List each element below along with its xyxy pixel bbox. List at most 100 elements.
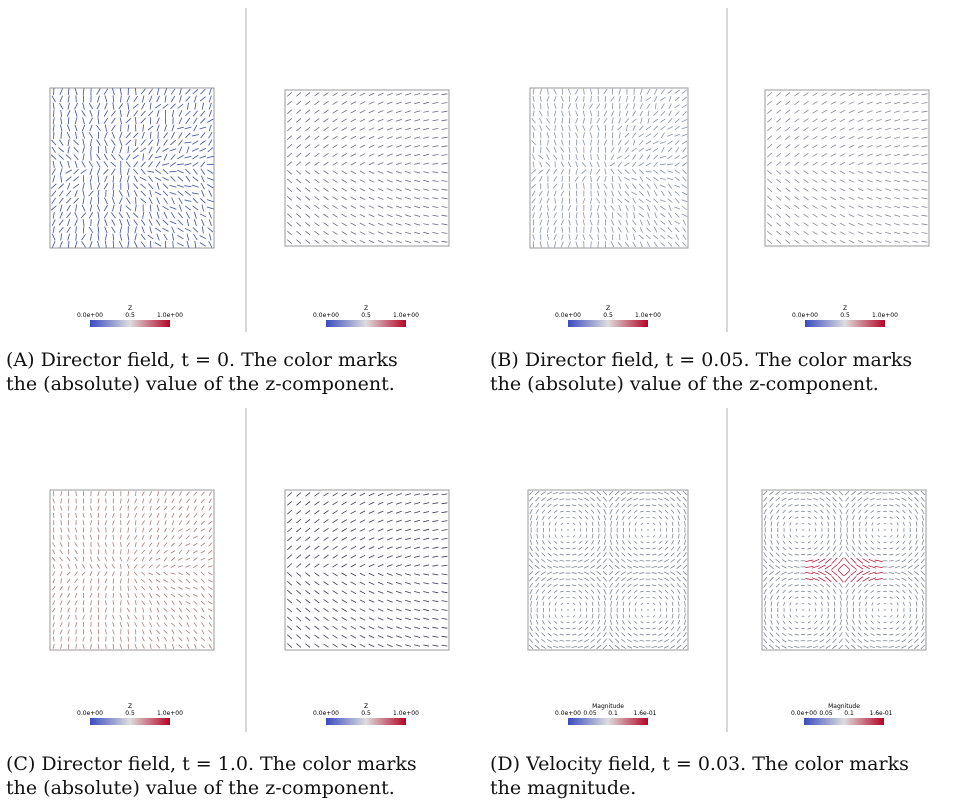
vector-glyph: [839, 508, 843, 515]
vector-glyph: [628, 620, 631, 625]
vector-glyph: [539, 212, 543, 219]
vector-glyph: [82, 607, 85, 613]
vector-glyph: [414, 511, 421, 514]
vector-glyph: [814, 534, 817, 538]
vector-glyph: [359, 608, 366, 612]
vector-glyph: [869, 497, 875, 501]
vector-glyph: [112, 549, 115, 555]
vector-glyph: [652, 547, 657, 550]
vector-glyph: [332, 554, 338, 559]
vector-glyph: [126, 542, 130, 547]
vector-glyph: [781, 497, 787, 501]
vector-glyph: [839, 594, 843, 601]
vector-glyph: [912, 136, 919, 139]
vector-glyph: [624, 118, 630, 124]
vector-glyph: [59, 542, 63, 547]
vector-glyph: [590, 558, 595, 563]
vector-glyph: [67, 240, 70, 248]
vector-glyph: [603, 514, 607, 521]
vector-glyph: [441, 600, 448, 602]
vector-glyph: [536, 533, 539, 539]
vector-glyph: [126, 153, 131, 161]
vector-glyph: [575, 125, 578, 131]
vector-glyph: [296, 109, 302, 114]
vector-glyph: [59, 563, 63, 569]
vector-glyph: [414, 179, 421, 183]
vector-glyph: [833, 613, 836, 619]
vector-glyph: [803, 187, 809, 192]
vector-glyph: [763, 638, 768, 644]
vector-glyph: [200, 550, 206, 554]
vector-glyph: [287, 196, 293, 201]
vector-glyph: [386, 626, 393, 630]
vector-glyph: [902, 614, 905, 619]
vector-glyph: [794, 639, 800, 642]
vector-glyph: [414, 205, 421, 209]
vector-glyph: [795, 614, 798, 618]
vector-glyph: [683, 508, 687, 515]
vector-glyph: [813, 497, 819, 501]
vector-glyph: [767, 118, 773, 123]
vector-glyph: [359, 135, 366, 140]
vector-glyph: [386, 240, 393, 244]
vector-glyph: [813, 639, 819, 643]
vector-glyph: [208, 549, 213, 554]
vector-glyph: [120, 204, 122, 212]
vector-glyph: [350, 545, 357, 550]
vector-glyph: [323, 501, 329, 506]
vector-glyph: [404, 205, 412, 209]
vector-glyph: [677, 539, 681, 545]
vector-glyph: [611, 139, 614, 146]
vector-glyph: [921, 102, 928, 104]
vector-glyph: [194, 643, 197, 649]
vector-glyph: [890, 522, 893, 526]
vector-glyph: [120, 95, 122, 103]
vector-glyph: [603, 183, 608, 189]
vector-glyph: [851, 644, 856, 649]
vector-glyph: [140, 190, 146, 197]
vector-glyph: [763, 496, 768, 502]
vector-glyph: [807, 504, 812, 507]
vector-glyph: [603, 234, 607, 240]
vector-glyph: [323, 527, 329, 533]
vector-glyph: [423, 644, 430, 647]
vector-glyph: [596, 558, 601, 563]
vector-glyph: [618, 183, 622, 190]
vector-glyph: [193, 491, 198, 496]
vector-glyph: [610, 521, 612, 527]
vector-glyph: [621, 583, 626, 588]
vector-glyph: [652, 176, 659, 181]
vector-glyph: [764, 613, 766, 619]
vector-glyph: [597, 546, 601, 551]
vector-glyph: [591, 521, 594, 526]
vector-glyph: [840, 521, 842, 527]
vector-glyph: [794, 178, 800, 184]
vector-glyph: [921, 128, 928, 130]
vector-glyph: [441, 154, 448, 156]
vector-glyph: [876, 498, 882, 501]
vector-glyph: [572, 510, 577, 513]
vector-glyph: [414, 127, 421, 131]
vector-glyph: [845, 508, 849, 515]
vector-glyph: [785, 222, 791, 227]
vector-glyph: [67, 593, 71, 598]
vector-glyph: [767, 161, 773, 166]
vector-glyph: [192, 227, 199, 233]
vector-glyph: [888, 639, 894, 642]
vector-glyph: [821, 127, 827, 131]
vector-glyph: [830, 161, 837, 166]
vector-glyph: [776, 620, 780, 625]
vector-glyph: [584, 497, 589, 501]
vector-glyph: [616, 533, 619, 539]
vector-glyph: [66, 578, 71, 584]
vector-glyph: [572, 614, 576, 618]
vector-glyph: [614, 491, 620, 496]
vector-glyph: [851, 589, 856, 594]
vector-glyph: [139, 176, 147, 181]
vector-glyph: [156, 644, 161, 649]
vector-glyph: [794, 504, 799, 507]
vector-glyph: [305, 554, 311, 559]
vector-glyph: [535, 632, 540, 637]
vector-glyph: [568, 183, 571, 190]
colorbar-tick: 1.6e-01: [633, 710, 656, 717]
